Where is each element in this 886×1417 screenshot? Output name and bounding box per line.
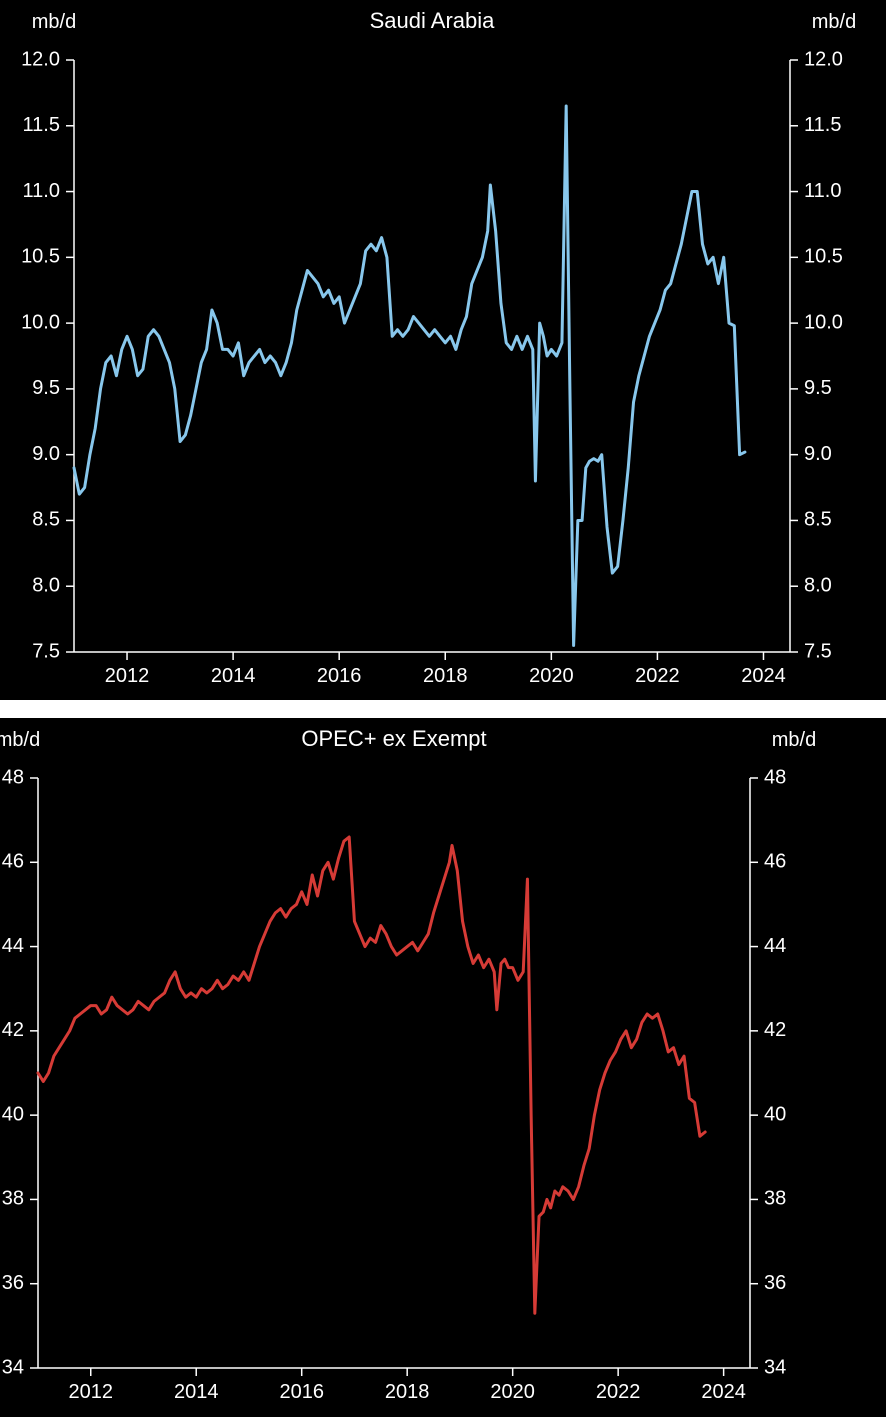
y-tick-label-left: 46 — [2, 851, 24, 873]
x-tick-label: 2016 — [279, 1381, 324, 1403]
y-tick-label-left: 11.5 — [23, 114, 60, 136]
x-tick-label: 2020 — [529, 665, 574, 687]
y-tick-label-right: 11.5 — [804, 114, 841, 136]
y-tick-label-right: 11.0 — [804, 180, 841, 202]
y-tick-label-right: 7.5 — [804, 640, 832, 662]
y-tick-label-right: 36 — [764, 1272, 786, 1294]
x-tick-label: 2024 — [741, 665, 786, 687]
chart-title: Saudi Arabia — [370, 8, 496, 33]
y-tick-label-left: 10.5 — [21, 246, 60, 268]
x-tick-label: 2012 — [68, 1381, 113, 1403]
y-tick-label-right: 42 — [764, 1019, 786, 1041]
y-tick-label-left: 7.5 — [32, 640, 60, 662]
x-tick-label: 2012 — [105, 665, 150, 687]
chart-separator — [0, 700, 886, 718]
y-tick-label-left: 44 — [2, 935, 24, 957]
chart-saudi-arabia: 7.5 7.5 8.0 8.0 8.5 8.5 9.0 9.0 9.5 9.5 10.0 10.0 10… — [0, 0, 886, 700]
y-tick-label-left: 42 — [2, 1019, 24, 1041]
y-tick-label-left: 8.0 — [32, 575, 60, 597]
y-unit-right: mb/d — [772, 729, 816, 751]
y-tick-label-right: 9.5 — [804, 377, 832, 399]
y-unit-left: mb/d — [0, 729, 40, 751]
y-tick-label-right: 10.0 — [804, 311, 843, 333]
y-tick-label-right: 12.0 — [804, 48, 843, 70]
y-unit-right: mb/d — [812, 11, 856, 33]
y-unit-left: mb/d — [32, 11, 76, 33]
x-tick-label: 2020 — [490, 1381, 535, 1403]
y-tick-label-right: 38 — [764, 1188, 786, 1210]
y-tick-label-right: 46 — [764, 851, 786, 873]
chart-background — [0, 718, 886, 1417]
y-tick-label-left: 10.0 — [21, 311, 60, 333]
y-tick-label-right: 9.0 — [804, 443, 832, 465]
y-tick-label-right: 44 — [764, 935, 786, 957]
chart-opec-ex-exempt: 34 34 36 36 38 38 40 40 42 42 44 44 46 46 48 48 2012 2014… — [0, 718, 886, 1417]
y-tick-label-right: 8.5 — [804, 509, 832, 531]
x-tick-label: 2016 — [317, 665, 362, 687]
y-tick-label-right: 48 — [764, 766, 786, 788]
y-tick-label-left: 12.0 — [21, 48, 60, 70]
y-tick-label-right: 10.5 — [804, 246, 843, 268]
x-tick-label: 2022 — [596, 1381, 641, 1403]
y-tick-label-left: 8.5 — [32, 509, 60, 531]
y-tick-label-left: 9.0 — [32, 443, 60, 465]
chart-title: OPEC+ ex Exempt — [301, 726, 486, 751]
y-tick-label-left: 34 — [2, 1356, 24, 1378]
y-tick-label-right: 40 — [764, 1103, 786, 1125]
page: 7.5 7.5 8.0 8.0 8.5 8.5 9.0 9.0 9.5 9.5 10.0 10.0 10… — [0, 0, 886, 1417]
x-tick-label: 2018 — [423, 665, 468, 687]
x-tick-label: 2022 — [635, 665, 680, 687]
y-tick-label-left: 48 — [2, 766, 24, 788]
y-tick-label-left: 11.0 — [23, 180, 60, 202]
y-tick-label-left: 38 — [2, 1188, 24, 1210]
y-tick-label-left: 36 — [2, 1272, 24, 1294]
y-tick-label-left: 40 — [2, 1103, 24, 1125]
x-tick-label: 2024 — [701, 1381, 746, 1403]
y-tick-label-right: 34 — [764, 1356, 786, 1378]
x-tick-label: 2018 — [385, 1381, 430, 1403]
chart-svg: 34 34 36 36 38 38 40 40 42 42 44 44 46 46 48 48 2012 2014… — [0, 718, 886, 1417]
y-tick-label-left: 9.5 — [32, 377, 60, 399]
x-tick-label: 2014 — [211, 665, 256, 687]
y-tick-label-right: 8.0 — [804, 575, 832, 597]
x-tick-label: 2014 — [174, 1381, 219, 1403]
chart-svg: 7.5 7.5 8.0 8.0 8.5 8.5 9.0 9.0 9.5 9.5 10.0 10.0 10… — [0, 0, 886, 700]
